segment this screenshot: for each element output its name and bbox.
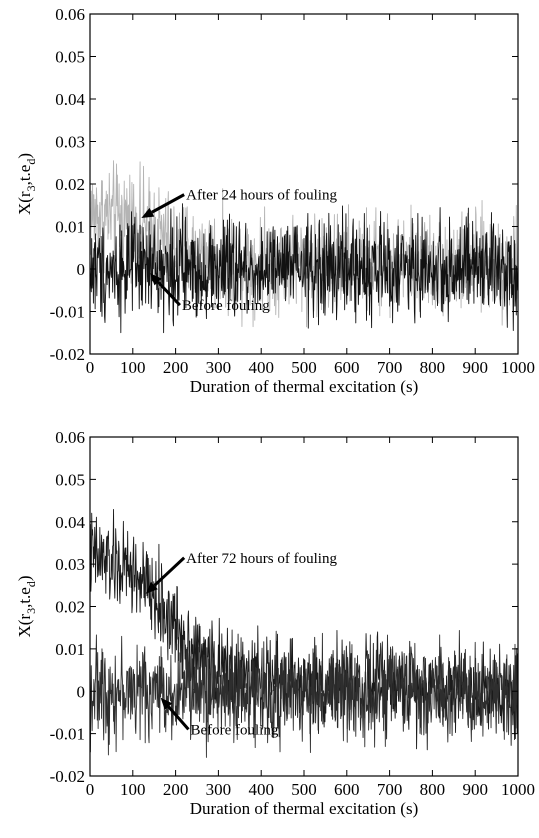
x-tick-label: 100 bbox=[120, 358, 146, 377]
y-axis-title-part: 3 bbox=[24, 185, 38, 191]
annotation-arrow-head bbox=[149, 273, 162, 286]
y-axis-title-part: ,t.e bbox=[15, 587, 34, 608]
y-tick-label: 0.05 bbox=[55, 48, 85, 67]
x-tick-label: 900 bbox=[462, 780, 488, 799]
x-tick-label: 500 bbox=[291, 358, 317, 377]
y-tick-label: 0.01 bbox=[55, 640, 85, 659]
y-tick-label: 0.03 bbox=[55, 555, 85, 574]
y-axis-title-part: ) bbox=[15, 153, 34, 159]
annotation-label: After 24 hours of fouling bbox=[186, 188, 337, 204]
chart-panel-1: 0 100 200 300 400 500 600 700 800 900 1000 -0.02 -0.… bbox=[15, 5, 535, 396]
y-tick-label: 0.04 bbox=[55, 90, 85, 109]
annotation-arrow-line bbox=[167, 705, 190, 731]
x-tick-label: 700 bbox=[377, 780, 403, 799]
x-tick-label: 1000 bbox=[501, 780, 535, 799]
x-tick-label: 900 bbox=[462, 358, 488, 377]
x-tick-label: 600 bbox=[334, 358, 360, 377]
chart-panel-2: 0 100 200 300 400 500 600 700 800 900 1000 -0.02 -0.… bbox=[15, 428, 535, 818]
y-axis-title-part: d bbox=[24, 581, 38, 587]
y-tick-label: -0.01 bbox=[50, 725, 85, 744]
y-axis-title-part: d bbox=[24, 159, 38, 165]
y-tick-label: 0.01 bbox=[55, 218, 85, 237]
annotation-label: Before fouling bbox=[182, 298, 270, 314]
x-tick-label: 300 bbox=[206, 358, 232, 377]
x-tick-label: 100 bbox=[120, 780, 146, 799]
y-tick-label: 0.04 bbox=[55, 513, 85, 532]
y-axis-title: X(r3,t.ed) bbox=[15, 153, 38, 215]
series-line-1 bbox=[90, 508, 518, 751]
annotation-arrow-head bbox=[141, 207, 155, 218]
y-axis-title: X(r3,t.ed) bbox=[15, 575, 38, 637]
y-tick-label: 0.02 bbox=[55, 598, 85, 617]
x-tick-label: 400 bbox=[248, 358, 274, 377]
x-axis-title: Duration of thermal excitation (s) bbox=[190, 799, 418, 818]
y-tick-label: 0.06 bbox=[55, 5, 85, 24]
annotation-arrow-head bbox=[145, 581, 158, 594]
x-tick-label: 800 bbox=[420, 358, 446, 377]
y-tick-label: 0.06 bbox=[55, 428, 85, 447]
x-tick-label: 300 bbox=[206, 780, 232, 799]
annotation-arrow-line bbox=[153, 556, 186, 587]
y-tick-label: -0.01 bbox=[50, 303, 85, 322]
y-axis-title-part: ,t.e bbox=[15, 165, 34, 186]
x-tick-label: 500 bbox=[291, 780, 317, 799]
y-axis-title-part: ) bbox=[15, 575, 34, 581]
y-axis-title-part: X(r bbox=[15, 614, 34, 638]
series-line-2 bbox=[90, 203, 518, 334]
x-tick-label: 0 bbox=[86, 780, 95, 799]
annotation-arrow-head bbox=[160, 697, 173, 710]
series-line-2 bbox=[90, 629, 518, 758]
annotation-arrow-line bbox=[151, 193, 185, 214]
x-tick-label: 200 bbox=[163, 358, 189, 377]
y-tick-label: 0.05 bbox=[55, 470, 85, 489]
y-axis-title-part: 3 bbox=[24, 608, 38, 614]
y-tick-label: -0.02 bbox=[50, 767, 85, 786]
x-tick-label: 600 bbox=[334, 780, 360, 799]
y-tick-label: 0.02 bbox=[55, 175, 85, 194]
annotation-arrow-line bbox=[157, 280, 181, 307]
annotation-label: Before fouling bbox=[190, 722, 278, 738]
x-tick-label: 400 bbox=[248, 780, 274, 799]
x-tick-label: 1000 bbox=[501, 358, 535, 377]
x-tick-label: 700 bbox=[377, 358, 403, 377]
annotation-label: After 72 hours of fouling bbox=[186, 551, 337, 567]
x-tick-label: 0 bbox=[86, 358, 95, 377]
x-axis-title: Duration of thermal excitation (s) bbox=[190, 377, 418, 396]
y-tick-label: 0.03 bbox=[55, 133, 85, 152]
x-tick-label: 200 bbox=[163, 780, 189, 799]
y-tick-label: 0 bbox=[77, 260, 86, 279]
y-axis-title-part: X(r bbox=[15, 191, 34, 215]
y-tick-label: -0.02 bbox=[50, 345, 85, 364]
y-tick-label: 0 bbox=[77, 682, 86, 701]
plot-frame bbox=[89, 13, 519, 355]
x-tick-label: 800 bbox=[420, 780, 446, 799]
